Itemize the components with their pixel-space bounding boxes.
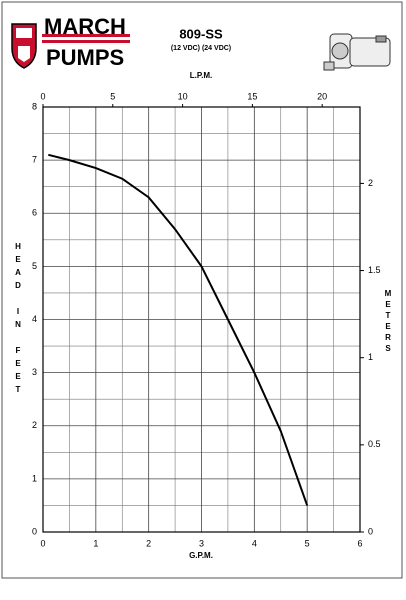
x2-tick-label: 5 (110, 91, 115, 101)
x2-axis-label: L.P.M. (190, 71, 213, 80)
y2-tick-label: 1 (368, 352, 373, 362)
y-tick-label: 0 (32, 526, 37, 536)
chart-subtitle: (12 VDC) (24 VDC) (171, 45, 231, 52)
logo (11, 23, 130, 69)
logo-text: MARCH (44, 14, 126, 39)
x-axis-label: G.P.M. (189, 551, 213, 560)
y-tick-label: 5 (32, 261, 37, 271)
y-tick-label: 7 (32, 155, 37, 165)
x2-tick-label: 0 (40, 91, 45, 101)
logo-text: PUMPS (46, 45, 124, 70)
curve (48, 153, 309, 506)
y-tick-label: 3 (32, 367, 37, 377)
frame (1, 1, 403, 579)
x-tick-label: 6 (357, 538, 362, 548)
y-tick-label: 1 (32, 473, 37, 483)
x2-tick-label: 15 (247, 91, 257, 101)
y-tick-label: 8 (32, 101, 37, 111)
x-tick-label: 4 (252, 538, 257, 548)
plot-border (42, 106, 361, 533)
x-tick-label: 1 (93, 538, 98, 548)
y2-tick-label: 2 (368, 178, 373, 188)
y2-tick-label: 0.5 (368, 439, 381, 449)
x-tick-label: 0 (40, 538, 45, 548)
x2-tick-label: 20 (317, 91, 327, 101)
y-axis-label: HEAD IN FEET (14, 242, 23, 398)
y-tick-label: 2 (32, 420, 37, 430)
y2-tick-label: 1.5 (368, 265, 381, 275)
y-tick-label: 6 (32, 208, 37, 218)
x-tick-label: 5 (305, 538, 310, 548)
x-tick-label: 3 (199, 538, 204, 548)
chart-title: 809-SS (179, 26, 223, 41)
y2-axis-label: METERS (384, 289, 393, 355)
x2-tick-label: 10 (178, 91, 188, 101)
y2-tick-label: 0 (368, 526, 373, 536)
x-tick-label: 2 (146, 538, 151, 548)
pump-illustration (323, 33, 391, 71)
y-tick-label: 4 (32, 314, 37, 324)
